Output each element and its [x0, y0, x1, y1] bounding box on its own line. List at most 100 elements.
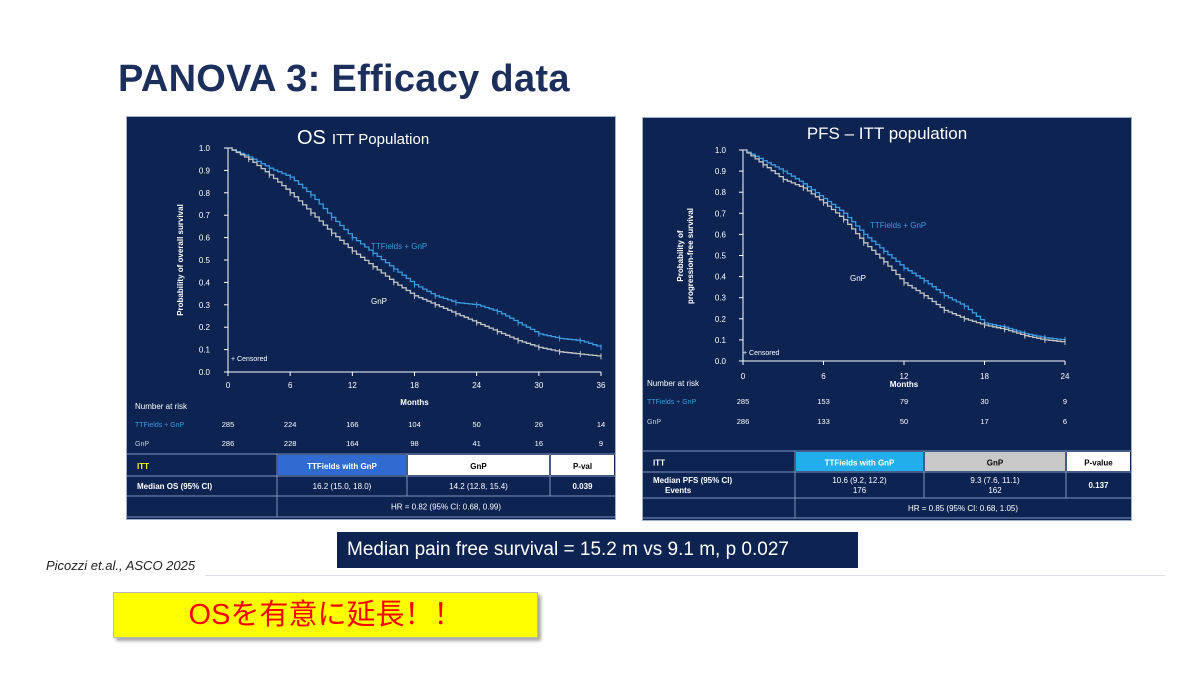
x-tick-label: 18	[980, 372, 989, 381]
slide-title: PANOVA 3: Efficacy data	[118, 58, 570, 100]
table-header-label: TTFields with GnP	[825, 459, 895, 468]
y-tick-label: 0.6	[199, 234, 211, 243]
x-tick-label: 18	[410, 381, 419, 390]
x-tick-label: 0	[741, 372, 746, 381]
table-row-label: Events	[665, 486, 692, 495]
y-tick-label: 0.9	[715, 167, 727, 176]
table-p-value: 0.039	[572, 482, 593, 491]
y-tick-label: 0.6	[715, 230, 727, 239]
risk-table-header: Number at risk	[135, 402, 188, 411]
risk-value: 14	[597, 420, 605, 429]
risk-value: 166	[346, 420, 359, 429]
y-tick-label: 0.0	[199, 368, 211, 377]
y-axis-label: Probability ofprogression-free survival	[676, 208, 695, 304]
x-tick-label: 6	[288, 381, 293, 390]
os-chart-title: OS ITT Population	[297, 127, 429, 149]
table-header-cell	[925, 452, 1065, 471]
series-label-ttfields: TTFields + GnP	[371, 242, 427, 251]
risk-value: 224	[284, 420, 297, 429]
table-header-cell	[1067, 452, 1130, 471]
os-chart: OS ITT Population 0.0 0.1 0.2 0.3 0.4 0.5 0.6 0.7…	[127, 127, 615, 518]
pain-free-survival-box: Median pain free survival = 15.2 m vs 9.…	[337, 532, 858, 568]
table-header-label: GnP	[987, 459, 1004, 468]
y-tick-label: 0.2	[199, 323, 211, 332]
risk-value: 228	[284, 439, 297, 448]
divider	[205, 575, 1165, 576]
y-tick-label: 0.2	[715, 315, 727, 324]
table-header-label: P-value	[1084, 459, 1113, 468]
km-curve-ttfields	[743, 149, 1066, 341]
y-tick-label: 0.3	[715, 294, 727, 303]
y-tick-label: 0.3	[199, 301, 211, 310]
table-header-cell	[278, 455, 406, 475]
censored-note: + Censored	[231, 356, 267, 363]
series-label-ttfields: TTFields + GnP	[870, 221, 926, 230]
x-tick-label: 12	[348, 381, 357, 390]
table-header-cell	[551, 455, 614, 475]
risk-value: 9	[1063, 397, 1067, 406]
table-header-label: GnP	[470, 462, 487, 471]
y-tick-label: 0.0	[715, 357, 727, 366]
table-header-cell	[796, 452, 923, 471]
risk-value: 133	[817, 417, 830, 426]
risk-value: 286	[222, 439, 235, 448]
table-hr: HR = 0.85 (95% CI: 0.68, 1.05)	[908, 504, 1018, 513]
y-tick-label: 1.0	[715, 146, 727, 155]
x-axis-label: Months	[890, 380, 919, 389]
table-value-ttfields: 16.2 (15.0, 18.0)	[313, 482, 372, 491]
y-tick-label: 0.4	[199, 278, 211, 287]
risk-value: 104	[408, 420, 421, 429]
km-curve-gnp	[743, 149, 1066, 343]
series-label-gnp: GnP	[850, 274, 866, 283]
x-tick-label: 36	[597, 381, 606, 390]
risk-value: 285	[737, 397, 750, 406]
table-value-gnp: 9.3 (7.6, 11.1)	[970, 476, 1020, 485]
km-curve-gnp	[228, 147, 602, 357]
y-tick-label: 0.7	[715, 209, 727, 218]
y-axis-label-line: Probability of	[676, 230, 685, 281]
y-tick-label: 0.5	[199, 256, 211, 265]
risk-row-label: TTFields + GnP	[135, 422, 185, 429]
risk-value: 30	[980, 397, 988, 406]
risk-value: 285	[222, 420, 235, 429]
table-header-label: ITT	[137, 462, 149, 471]
censored-note: + Censored	[743, 350, 779, 357]
y-axis-label: Probability of overall survival	[176, 204, 185, 316]
risk-value: 79	[900, 397, 908, 406]
table-header-label: P-val	[573, 462, 592, 471]
os-chart-panel: OS ITT Population 0.0 0.1 0.2 0.3 0.4 0.5 0.6 0.7…	[126, 116, 616, 520]
risk-value: 98	[410, 439, 418, 448]
risk-row-label: GnP	[647, 419, 661, 426]
y-tick-label: 0.8	[715, 188, 727, 197]
table-value-gnp: 14.2 (12.8, 15.4)	[449, 482, 508, 491]
table-row-label: Median OS (95% CI)	[137, 482, 212, 491]
y-tick-label: 0.8	[199, 189, 211, 198]
os-title-main: OS	[297, 127, 326, 149]
risk-value: 164	[346, 439, 359, 448]
table-value-ttfields: 10.6 (9.2, 12.2)	[832, 476, 887, 485]
y-tick-label: 1.0	[199, 144, 211, 153]
risk-value: 17	[980, 417, 988, 426]
y-tick-label: 0.1	[199, 346, 211, 355]
table-hr: HR = 0.82 (95% CI: 0.68, 0.99)	[391, 503, 501, 512]
risk-value: 153	[817, 397, 830, 406]
table-header-cell	[408, 455, 549, 475]
table-row-label: Median PFS (95% CI)	[653, 476, 732, 485]
table-header-label: TTFields with GnP	[307, 462, 377, 471]
y-tick-label: 0.1	[715, 336, 727, 345]
x-axis-label: Months	[400, 398, 429, 407]
risk-row-label: GnP	[135, 441, 149, 448]
os-title-sub: ITT Population	[332, 131, 429, 148]
risk-value: 26	[535, 420, 543, 429]
citation: Picozzi et.al., ASCO 2025	[46, 558, 196, 573]
risk-value: 6	[1063, 417, 1067, 426]
table-value-ttfields: 176	[853, 486, 867, 495]
y-tick-label: 0.9	[199, 166, 211, 175]
pfs-chart-title: PFS – ITT population	[807, 124, 967, 143]
risk-table-header: Number at risk	[647, 379, 700, 388]
y-tick-label: 0.7	[199, 211, 211, 220]
table-p-value: 0.137	[1088, 481, 1109, 490]
x-tick-label: 24	[472, 381, 481, 390]
risk-value: 9	[599, 439, 603, 448]
y-axis-label-line: progression-free survival	[686, 208, 695, 304]
